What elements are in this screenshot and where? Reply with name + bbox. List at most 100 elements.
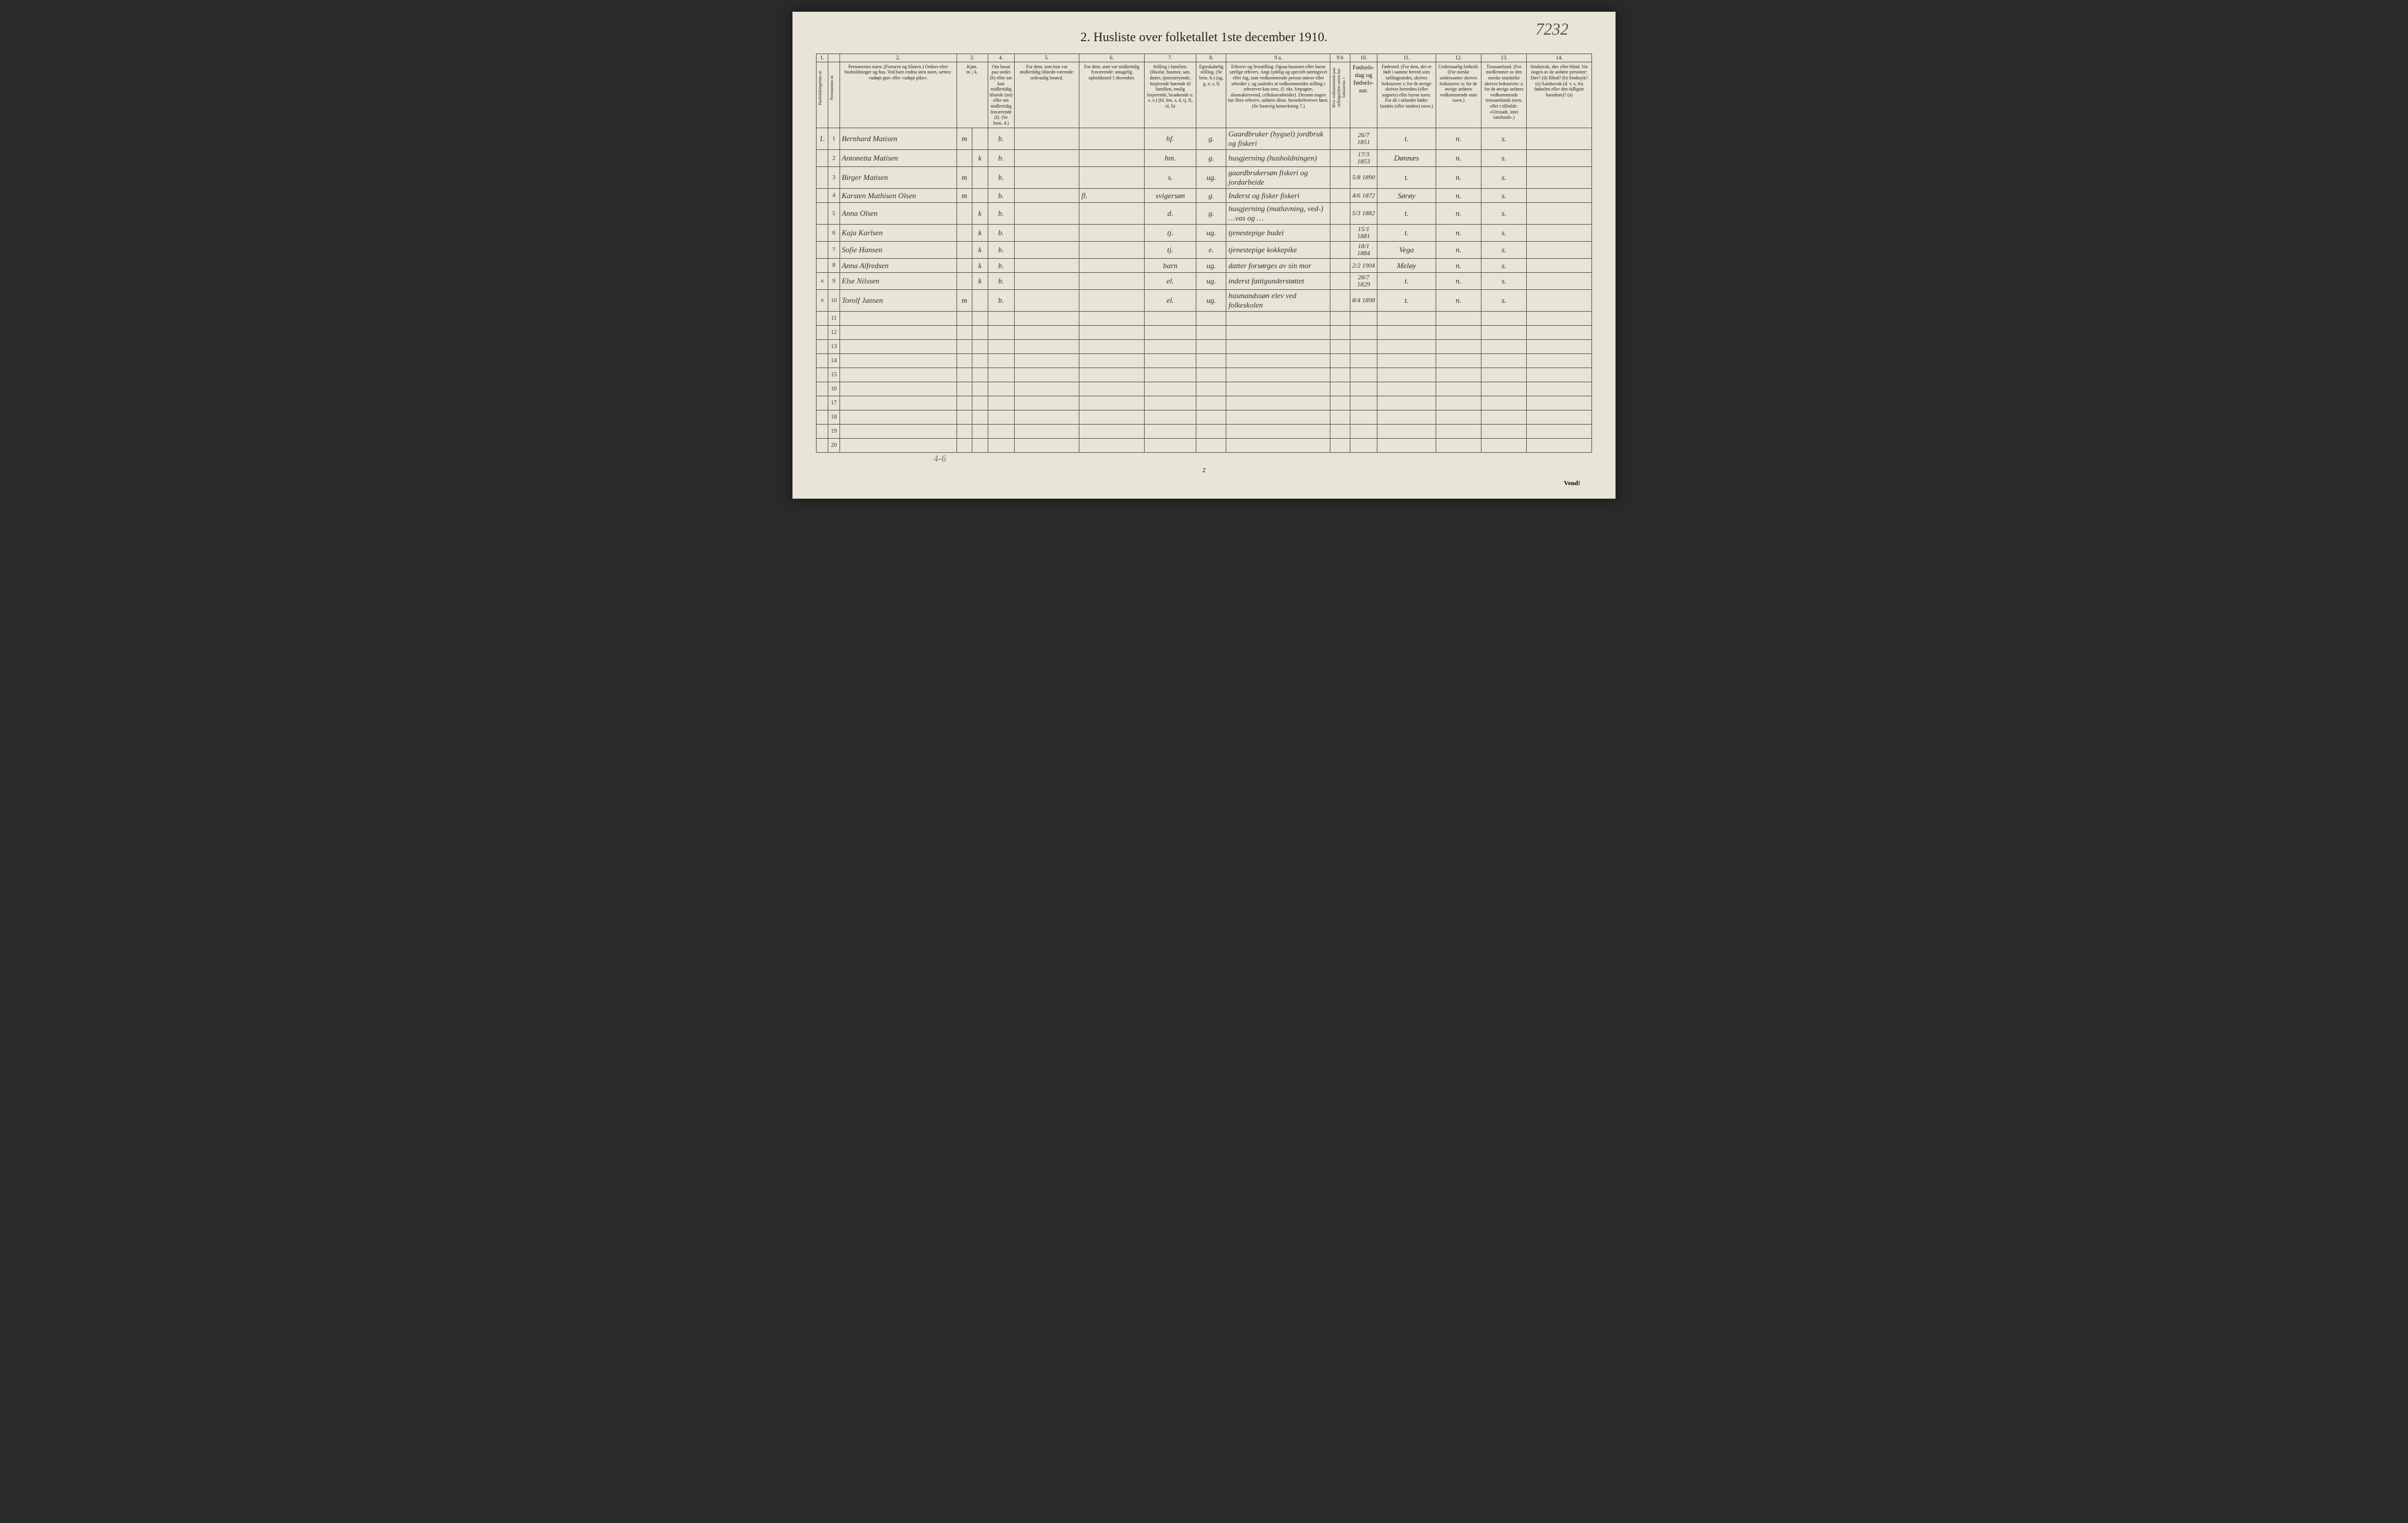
cell-empty	[1196, 340, 1226, 354]
cell-marital: g.	[1196, 189, 1226, 203]
cell-disability	[1527, 225, 1592, 242]
cell-empty	[988, 410, 1014, 425]
cell-empty	[1481, 354, 1527, 368]
header-household: Husholdningernes nr.	[817, 62, 828, 128]
cell-empty	[956, 354, 972, 368]
cell-family: tj.	[1144, 242, 1196, 259]
cell-religion: s.	[1481, 167, 1527, 189]
cell-person-num: 13	[828, 340, 840, 354]
cell-birthplace: Vega	[1377, 242, 1436, 259]
cell-disability	[1527, 189, 1592, 203]
cell-family: el.	[1144, 273, 1196, 290]
cell-empty	[1144, 396, 1196, 410]
cell-disability	[1527, 290, 1592, 312]
cell-empty	[1079, 354, 1144, 368]
cell-empty	[972, 354, 988, 368]
header-row: Husholdningernes nr. Personernes nr. Per…	[817, 62, 1592, 128]
cell-occupation: husmandssøn elev ved folkeskolen	[1226, 290, 1330, 312]
cell-absent	[1079, 242, 1144, 259]
cell-disability	[1527, 128, 1592, 150]
cell-sex-m	[956, 273, 972, 290]
cell-marital: ug.	[1196, 259, 1226, 273]
cell-born-here	[1330, 189, 1350, 203]
cell-empty	[1226, 425, 1330, 439]
header-nationality: Undersaatlig forhold. (For norske unders…	[1436, 62, 1481, 128]
top-annotation: 7232	[1536, 21, 1568, 39]
col-num-11: 11.	[1377, 54, 1436, 62]
cell-empty	[840, 439, 956, 453]
cell-empty	[1527, 368, 1592, 382]
cell-temp	[1014, 225, 1079, 242]
cell-occupation: Gaardbruker (bygsel) jordbruk og fiskeri	[1226, 128, 1330, 150]
cell-temp	[1014, 150, 1079, 167]
cell-birthplace: t.	[1377, 128, 1436, 150]
cell-nationality: n.	[1436, 290, 1481, 312]
cell-person-num: 15	[828, 368, 840, 382]
cell-birth: 5/8 1890	[1350, 167, 1377, 189]
cell-disability	[1527, 273, 1592, 290]
header-marital: Egteskabelig stilling. (Se bem. 6.) (ug,…	[1196, 62, 1226, 128]
cell-empty	[817, 354, 828, 368]
cell-sex-k	[972, 128, 988, 150]
cell-birthplace: Sørøy	[1377, 189, 1436, 203]
cell-name: Bernhard Matisen	[840, 128, 956, 150]
cell-person-num: 18	[828, 410, 840, 425]
cell-empty	[1377, 425, 1436, 439]
cell-birthplace: t.	[1377, 225, 1436, 242]
col-num-1b	[828, 54, 840, 62]
header-name: Personernes navn. (Fornavn og tilnavn.) …	[840, 62, 956, 128]
cell-sex-m	[956, 150, 972, 167]
cell-empty	[972, 382, 988, 396]
census-page: 7232 2. Husliste over folketallet 1ste d…	[792, 12, 1616, 499]
cell-born-here	[1330, 203, 1350, 225]
cell-sex-k: k	[972, 242, 988, 259]
cell-family: el.	[1144, 290, 1196, 312]
cell-empty	[1330, 340, 1350, 354]
table-row-empty: 11	[817, 312, 1592, 326]
cell-sex-m	[956, 203, 972, 225]
cell-empty	[972, 368, 988, 382]
cell-absent	[1079, 290, 1144, 312]
cell-empty	[1350, 354, 1377, 368]
cell-empty	[1481, 410, 1527, 425]
cell-empty	[1079, 326, 1144, 340]
cell-empty	[1436, 312, 1481, 326]
cell-birth: 15/1 1881	[1350, 225, 1377, 242]
cell-empty	[1377, 354, 1436, 368]
cell-empty	[1481, 425, 1527, 439]
cell-birthplace: t.	[1377, 273, 1436, 290]
table-row: 1. 1 Bernhard Matisen m b. hf. g. Gaardb…	[817, 128, 1592, 150]
cell-birthplace: t.	[1377, 167, 1436, 189]
cell-empty	[840, 382, 956, 396]
cell-empty	[840, 368, 956, 382]
cell-empty	[1079, 340, 1144, 354]
cell-occupation: husgjerning (husholdningen)	[1226, 150, 1330, 167]
cell-religion: s.	[1481, 259, 1527, 273]
cell-absent	[1079, 259, 1144, 273]
table-row-empty: 12	[817, 326, 1592, 340]
cell-empty	[1377, 340, 1436, 354]
table-row: 5 Anna Olsen k b. d. g. husgjerning (mat…	[817, 203, 1592, 225]
header-birth: Fødsels-dag og fødsels-aar.	[1350, 62, 1377, 128]
header-religion: Trossamfund. (For medlemmer av den norsk…	[1481, 62, 1527, 128]
cell-empty	[988, 439, 1014, 453]
cell-empty	[1014, 410, 1079, 425]
header-born-here: Hvis vedkommende paa tællingstiden sætte…	[1330, 62, 1350, 128]
cell-empty	[817, 410, 828, 425]
cell-empty	[817, 312, 828, 326]
cell-empty	[1436, 368, 1481, 382]
cell-empty	[1377, 368, 1436, 382]
cell-religion: s.	[1481, 150, 1527, 167]
table-row: 2 Antonetta Matisen k b. hm. g. husgjern…	[817, 150, 1592, 167]
col-num-13: 13.	[1481, 54, 1527, 62]
cell-present: b.	[988, 242, 1014, 259]
cell-absent: fl.	[1079, 189, 1144, 203]
cell-empty	[1330, 312, 1350, 326]
cell-empty	[1144, 410, 1196, 425]
cell-family: hf.	[1144, 128, 1196, 150]
cell-absent	[1079, 150, 1144, 167]
cell-person-num: 5	[828, 203, 840, 225]
cell-empty	[1079, 396, 1144, 410]
bottom-annotation: 4-6	[934, 454, 1592, 465]
col-num-8: 8.	[1196, 54, 1226, 62]
